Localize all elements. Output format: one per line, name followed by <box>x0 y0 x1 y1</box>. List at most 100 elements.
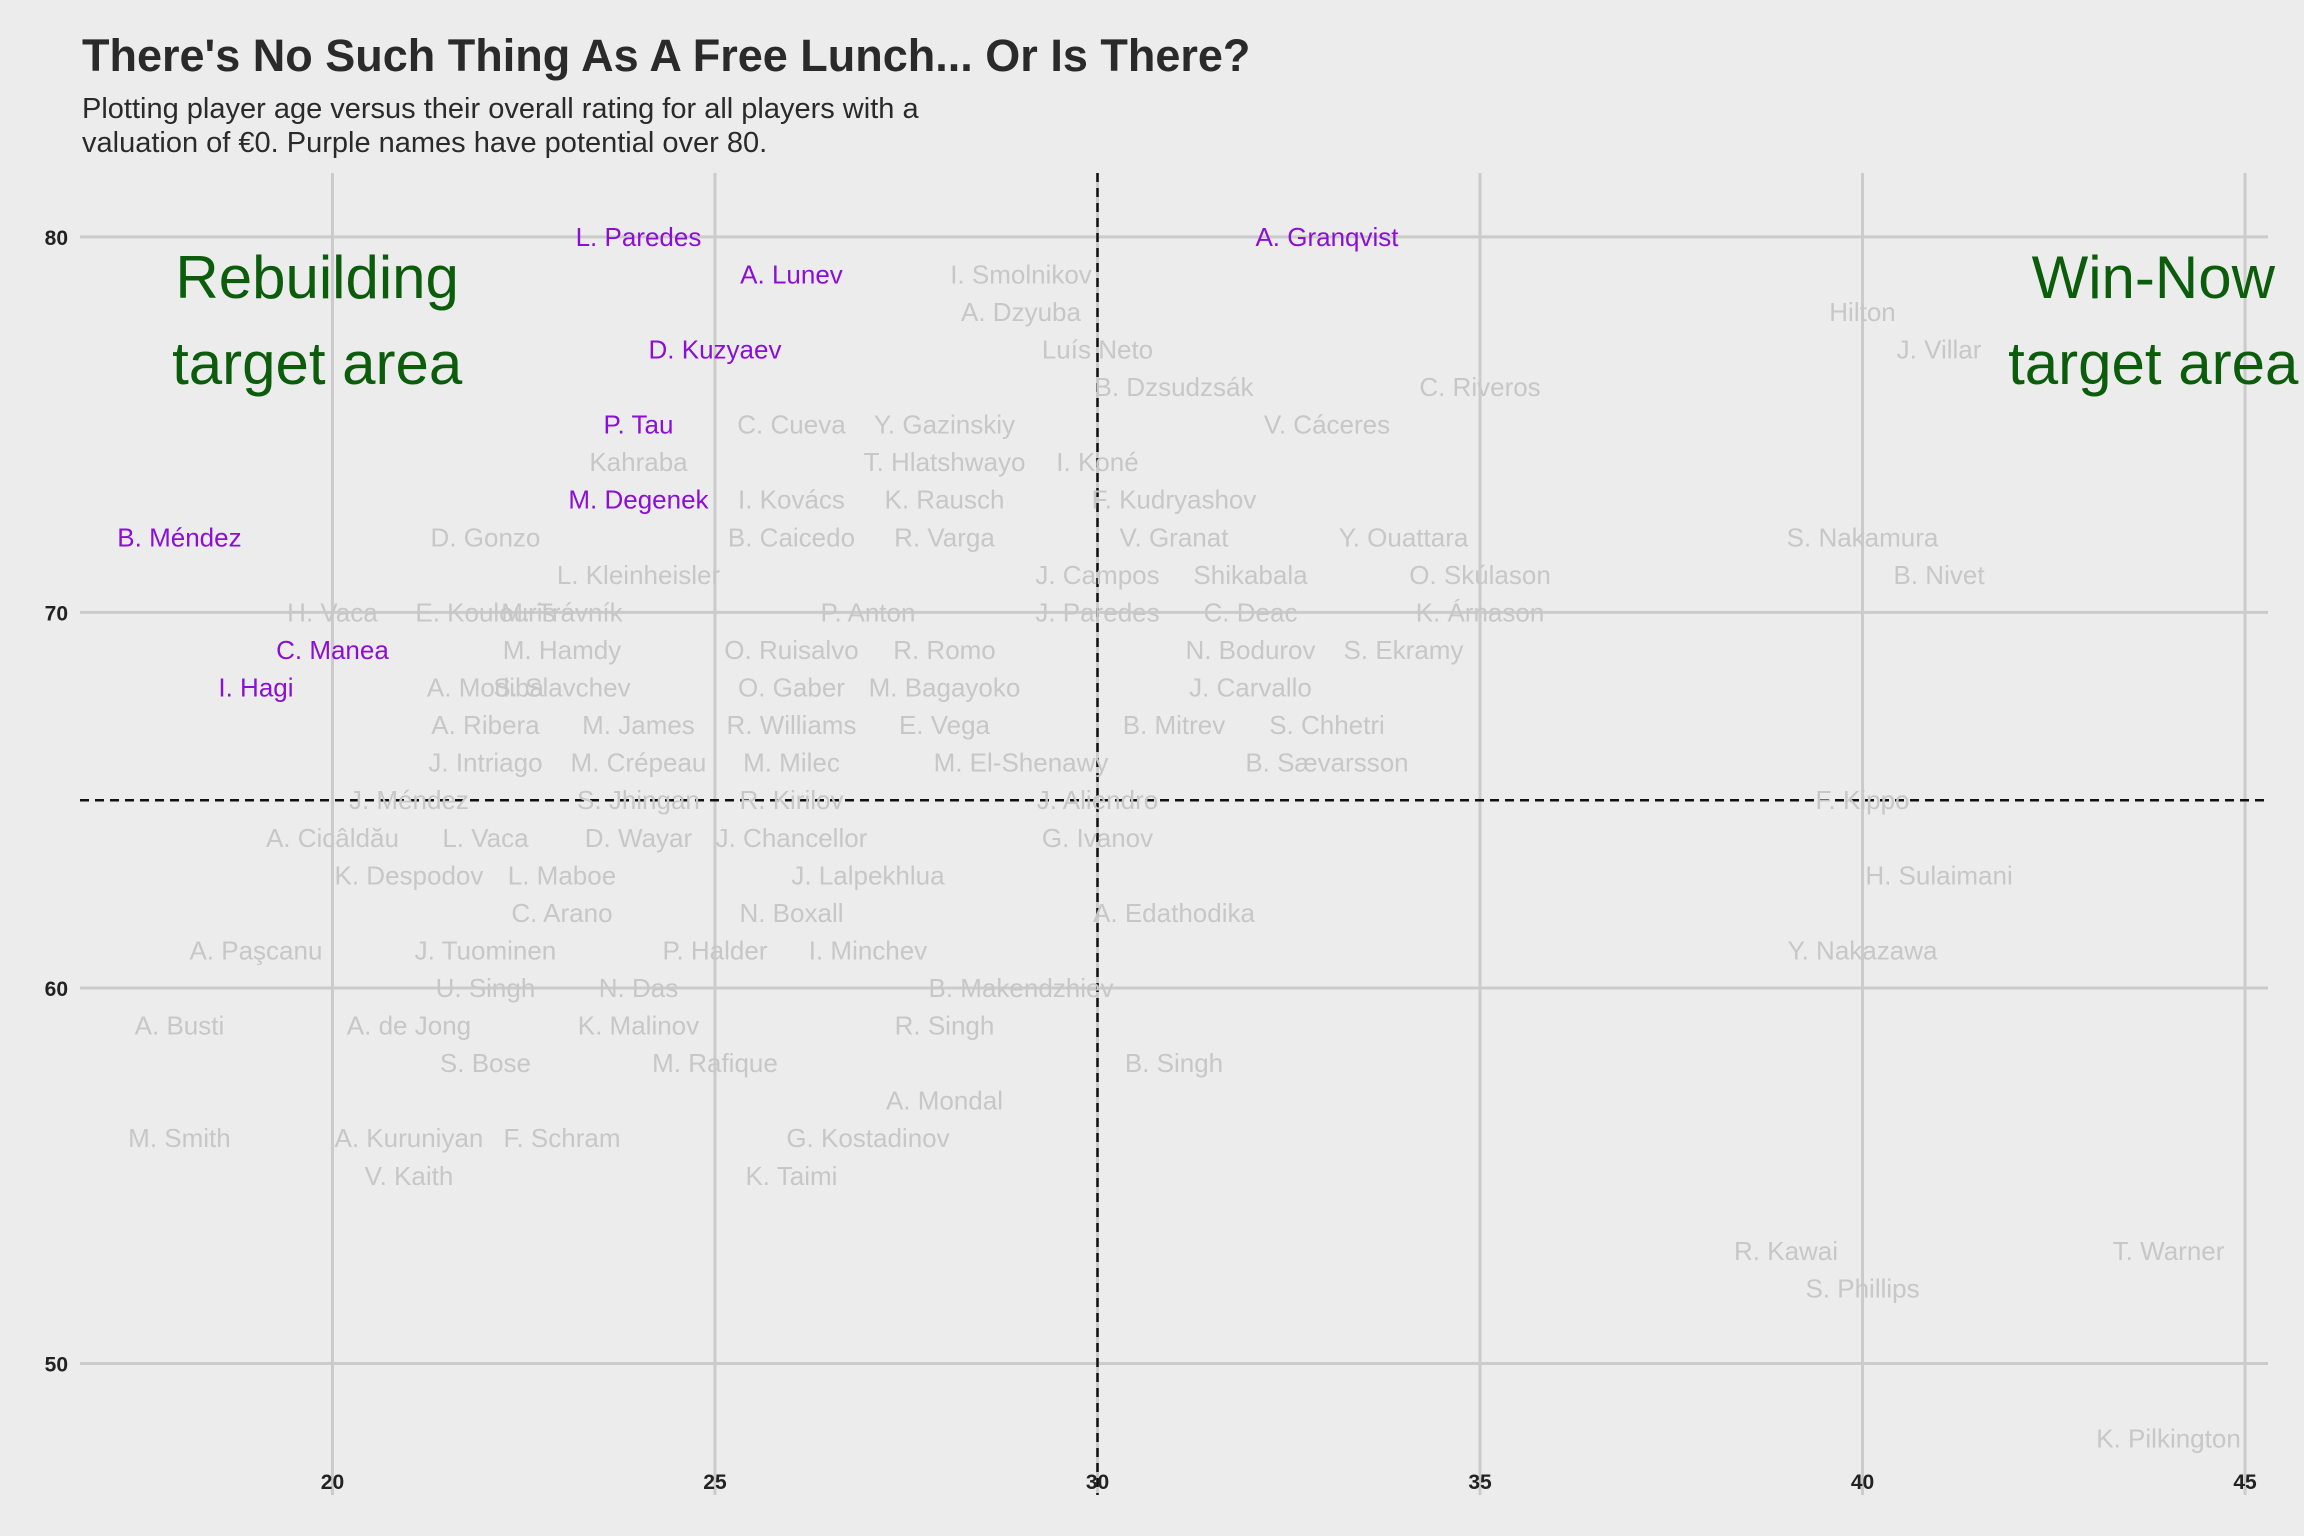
player-label: L. Maboe <box>508 860 616 890</box>
player-label: S. Chhetri <box>1269 710 1385 740</box>
player-label: J. Intriago <box>428 748 542 778</box>
player-label: L. Kleinheisler <box>557 560 721 590</box>
player-label: M. Hamdy <box>503 635 621 665</box>
player-label: P. Anton <box>821 597 916 627</box>
y-tick-label: 60 <box>45 978 68 1001</box>
player-label: R. Romo <box>893 635 996 665</box>
player-label: N. Boxall <box>739 898 843 928</box>
player-label: N. Das <box>599 973 678 1003</box>
player-label: A. Paşcanu <box>189 935 322 965</box>
player-label: O. Ruisalvo <box>724 635 858 665</box>
player-label: A. Edathodika <box>1093 898 1255 928</box>
target-annotations: Rebuilding target area Win-Now target area <box>172 244 2299 397</box>
player-label: A. Cicâldău <box>266 823 399 853</box>
player-label: N. Bodurov <box>1185 635 1315 665</box>
player-label: F. Kudryashov <box>1092 485 1257 515</box>
x-tick-label: 20 <box>321 1471 344 1494</box>
player-label: Y. Ouattara <box>1339 522 1469 552</box>
player-label: S. Ekramy <box>1344 635 1464 665</box>
chart-subtitle: Plotting player age versus their overall… <box>82 92 1082 160</box>
player-label: M. Rafique <box>652 1048 778 1078</box>
player-label: B. Nivet <box>1894 560 1986 590</box>
gridlines <box>80 173 2268 1495</box>
player-label: J. Carvallo <box>1189 673 1312 703</box>
player-label: R. Kirilov <box>739 785 843 815</box>
player-label: J. Chancellor <box>716 823 868 853</box>
player-label: M. Milec <box>743 748 840 778</box>
player-label-high-potential: I. Hagi <box>218 673 293 703</box>
player-label: B. Caicedo <box>728 522 855 552</box>
player-label: C. Cueva <box>737 410 846 440</box>
x-tick-label: 25 <box>703 1471 727 1494</box>
player-label: M. Smith <box>128 1123 231 1153</box>
y-tick-label: 80 <box>45 227 68 250</box>
x-tick-label: 30 <box>1086 1471 1109 1494</box>
player-label: C. Riveros <box>1419 372 1540 402</box>
player-label: A. Ribera <box>431 710 540 740</box>
reference-lines <box>80 173 2268 1495</box>
player-label: R. Kawai <box>1734 1236 1838 1266</box>
player-label: Y. Nakazawa <box>1788 935 1938 965</box>
y-tick-label: 70 <box>45 602 68 625</box>
player-label: J. Méndez <box>349 785 469 815</box>
player-label: J. Tuominen <box>415 935 557 965</box>
player-label: S. Phillips <box>1805 1273 1919 1303</box>
subtitle-line: Plotting player age versus their overall… <box>82 93 919 125</box>
player-label: M. James <box>582 710 695 740</box>
player-label: V. Cáceres <box>1264 410 1390 440</box>
player-label: K. Árnason <box>1416 597 1545 627</box>
player-label: S. Jhingan <box>577 785 700 815</box>
target-area-label: target area <box>172 330 463 397</box>
player-label: T. Hlatshwayo <box>864 447 1026 477</box>
player-label: U. Singh <box>436 973 536 1003</box>
player-label: S. Nakamura <box>1787 522 1939 552</box>
player-label: A. Busti <box>135 1011 225 1041</box>
player-label: J. Lalpekhlua <box>791 860 945 890</box>
player-label: H. Sulaimani <box>1865 860 2012 890</box>
player-label: A. de Jong <box>347 1011 471 1041</box>
y-tick-label: 50 <box>45 1354 68 1377</box>
player-label-high-potential: L. Paredes <box>576 222 702 252</box>
player-label: G. Ivanov <box>1042 823 1153 853</box>
player-label: G. Kostadinov <box>786 1123 949 1153</box>
player-label: K. Malinov <box>578 1011 699 1041</box>
player-label: M. Bagayoko <box>869 673 1021 703</box>
player-label: M. Trávník <box>501 597 623 627</box>
x-tick-label: 40 <box>1851 1471 1874 1494</box>
player-label: B. Dzsudzsák <box>1095 372 1255 402</box>
player-label: J. Campos <box>1035 560 1159 590</box>
player-label: O. Skúlason <box>1409 560 1551 590</box>
player-label: V. Kaith <box>365 1161 454 1191</box>
player-label: D. Gonzo <box>431 522 541 552</box>
player-label-high-potential: D. Kuzyaev <box>649 335 782 365</box>
player-label: R. Williams <box>726 710 856 740</box>
player-label: B. Sævarsson <box>1245 748 1408 778</box>
player-label: A. Mondal <box>886 1086 1003 1116</box>
player-label: A. Dzyuba <box>961 297 1081 327</box>
x-tick-label: 45 <box>2233 1471 2257 1494</box>
player-label: M. El-Shenawy <box>934 748 1109 778</box>
target-area-label: Win-Now <box>2032 244 2276 311</box>
player-label-high-potential: M. Degenek <box>568 485 709 515</box>
player-label: B. Mitrev <box>1123 710 1226 740</box>
player-label: D. Wayar <box>585 823 693 853</box>
player-label-high-potential: B. Méndez <box>117 522 241 552</box>
player-label: C. Arano <box>511 898 612 928</box>
player-label: Shikabala <box>1193 560 1308 590</box>
player-label: S. Slavchev <box>493 673 630 703</box>
player-label-high-potential: P. Tau <box>604 410 674 440</box>
player-label: Kahraba <box>589 447 688 477</box>
player-label: K. Despodov <box>335 860 484 890</box>
player-label: B. Makendzhiev <box>929 973 1114 1003</box>
player-label: I. Smolnikov <box>950 259 1092 289</box>
player-label: O. Gaber <box>738 673 845 703</box>
player-label: E. Vega <box>899 710 991 740</box>
player-label: Hilton <box>1829 297 1895 327</box>
player-label: H. Vaca <box>287 597 378 627</box>
axis-tick-labels: 20 25 30 35 40 45 50 60 70 80 <box>45 227 2257 1494</box>
player-label: I. Koné <box>1056 447 1138 477</box>
x-tick-label: 35 <box>1468 1471 1492 1494</box>
player-label: A. Modiba <box>427 673 545 703</box>
player-label: F. Schram <box>503 1123 620 1153</box>
